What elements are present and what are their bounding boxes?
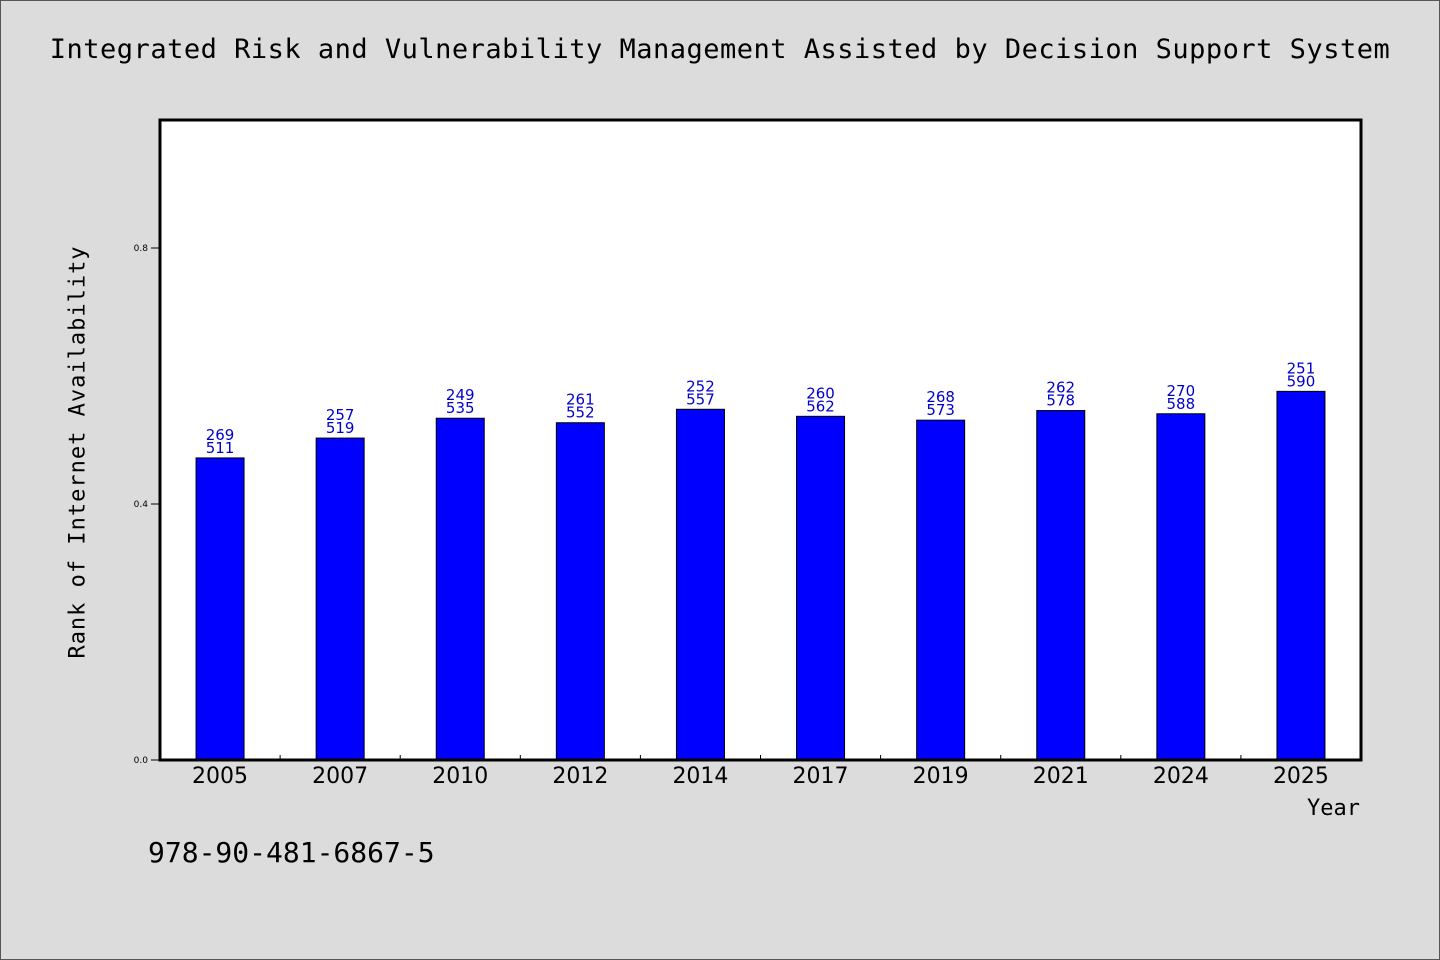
y-tick-label: 0.4: [134, 500, 149, 510]
bar: [916, 419, 966, 761]
isbn-code: 978-90-481-6867-5: [148, 836, 435, 869]
data-label-bottom: 519: [326, 419, 355, 437]
bar: [1276, 390, 1326, 761]
x-tick-label: 2007: [312, 764, 368, 789]
bar: [315, 437, 365, 761]
x-tick-label: 2021: [1033, 764, 1089, 789]
data-label-bottom: 511: [206, 439, 235, 457]
bar: [555, 422, 605, 761]
data-label-bottom: 590: [1287, 372, 1316, 390]
bar: [435, 417, 485, 761]
x-tick-label: 2014: [672, 764, 728, 789]
bar: [1156, 413, 1206, 761]
bar: [796, 415, 846, 761]
data-label-top: 249: [446, 386, 475, 404]
data-label-top: 262: [1046, 379, 1075, 397]
bar: [1036, 410, 1086, 761]
x-axis-label: Year: [1307, 796, 1360, 821]
data-label-top: 270: [1167, 382, 1196, 400]
data-label-bottom: 552: [566, 404, 595, 422]
data-label-top: 269: [206, 426, 235, 444]
data-label-bottom: 557: [686, 390, 715, 408]
y-tick-label: 0.0: [134, 756, 149, 766]
x-tick-label: 2012: [552, 764, 608, 789]
chart-title: Integrated Risk and Vulnerability Manage…: [49, 34, 1391, 65]
x-tick-label: 2010: [432, 764, 488, 789]
plot-border: [158, 118, 1363, 762]
bar: [675, 408, 725, 761]
x-tick-label: 2005: [192, 764, 248, 789]
data-label-top: 251: [1287, 359, 1316, 377]
x-tick-label: 2024: [1153, 764, 1209, 789]
data-label-top: 261: [566, 391, 595, 409]
data-label-bottom: 578: [1046, 392, 1075, 410]
data-label-top: 268: [926, 388, 955, 406]
data-label-bottom: 562: [806, 397, 835, 415]
data-label-bottom: 573: [926, 401, 955, 419]
bar: [195, 457, 245, 761]
x-tick-label: 2019: [913, 764, 969, 789]
data-label-top: 252: [686, 377, 715, 395]
data-label-top: 260: [806, 384, 835, 402]
data-label-top: 257: [326, 406, 355, 424]
x-tick-label: 2017: [793, 764, 849, 789]
data-label-bottom: 535: [446, 399, 475, 417]
data-label-bottom: 588: [1167, 395, 1196, 413]
y-tick-label: 0.8: [134, 244, 149, 254]
x-tick-label: 2025: [1273, 764, 1329, 789]
